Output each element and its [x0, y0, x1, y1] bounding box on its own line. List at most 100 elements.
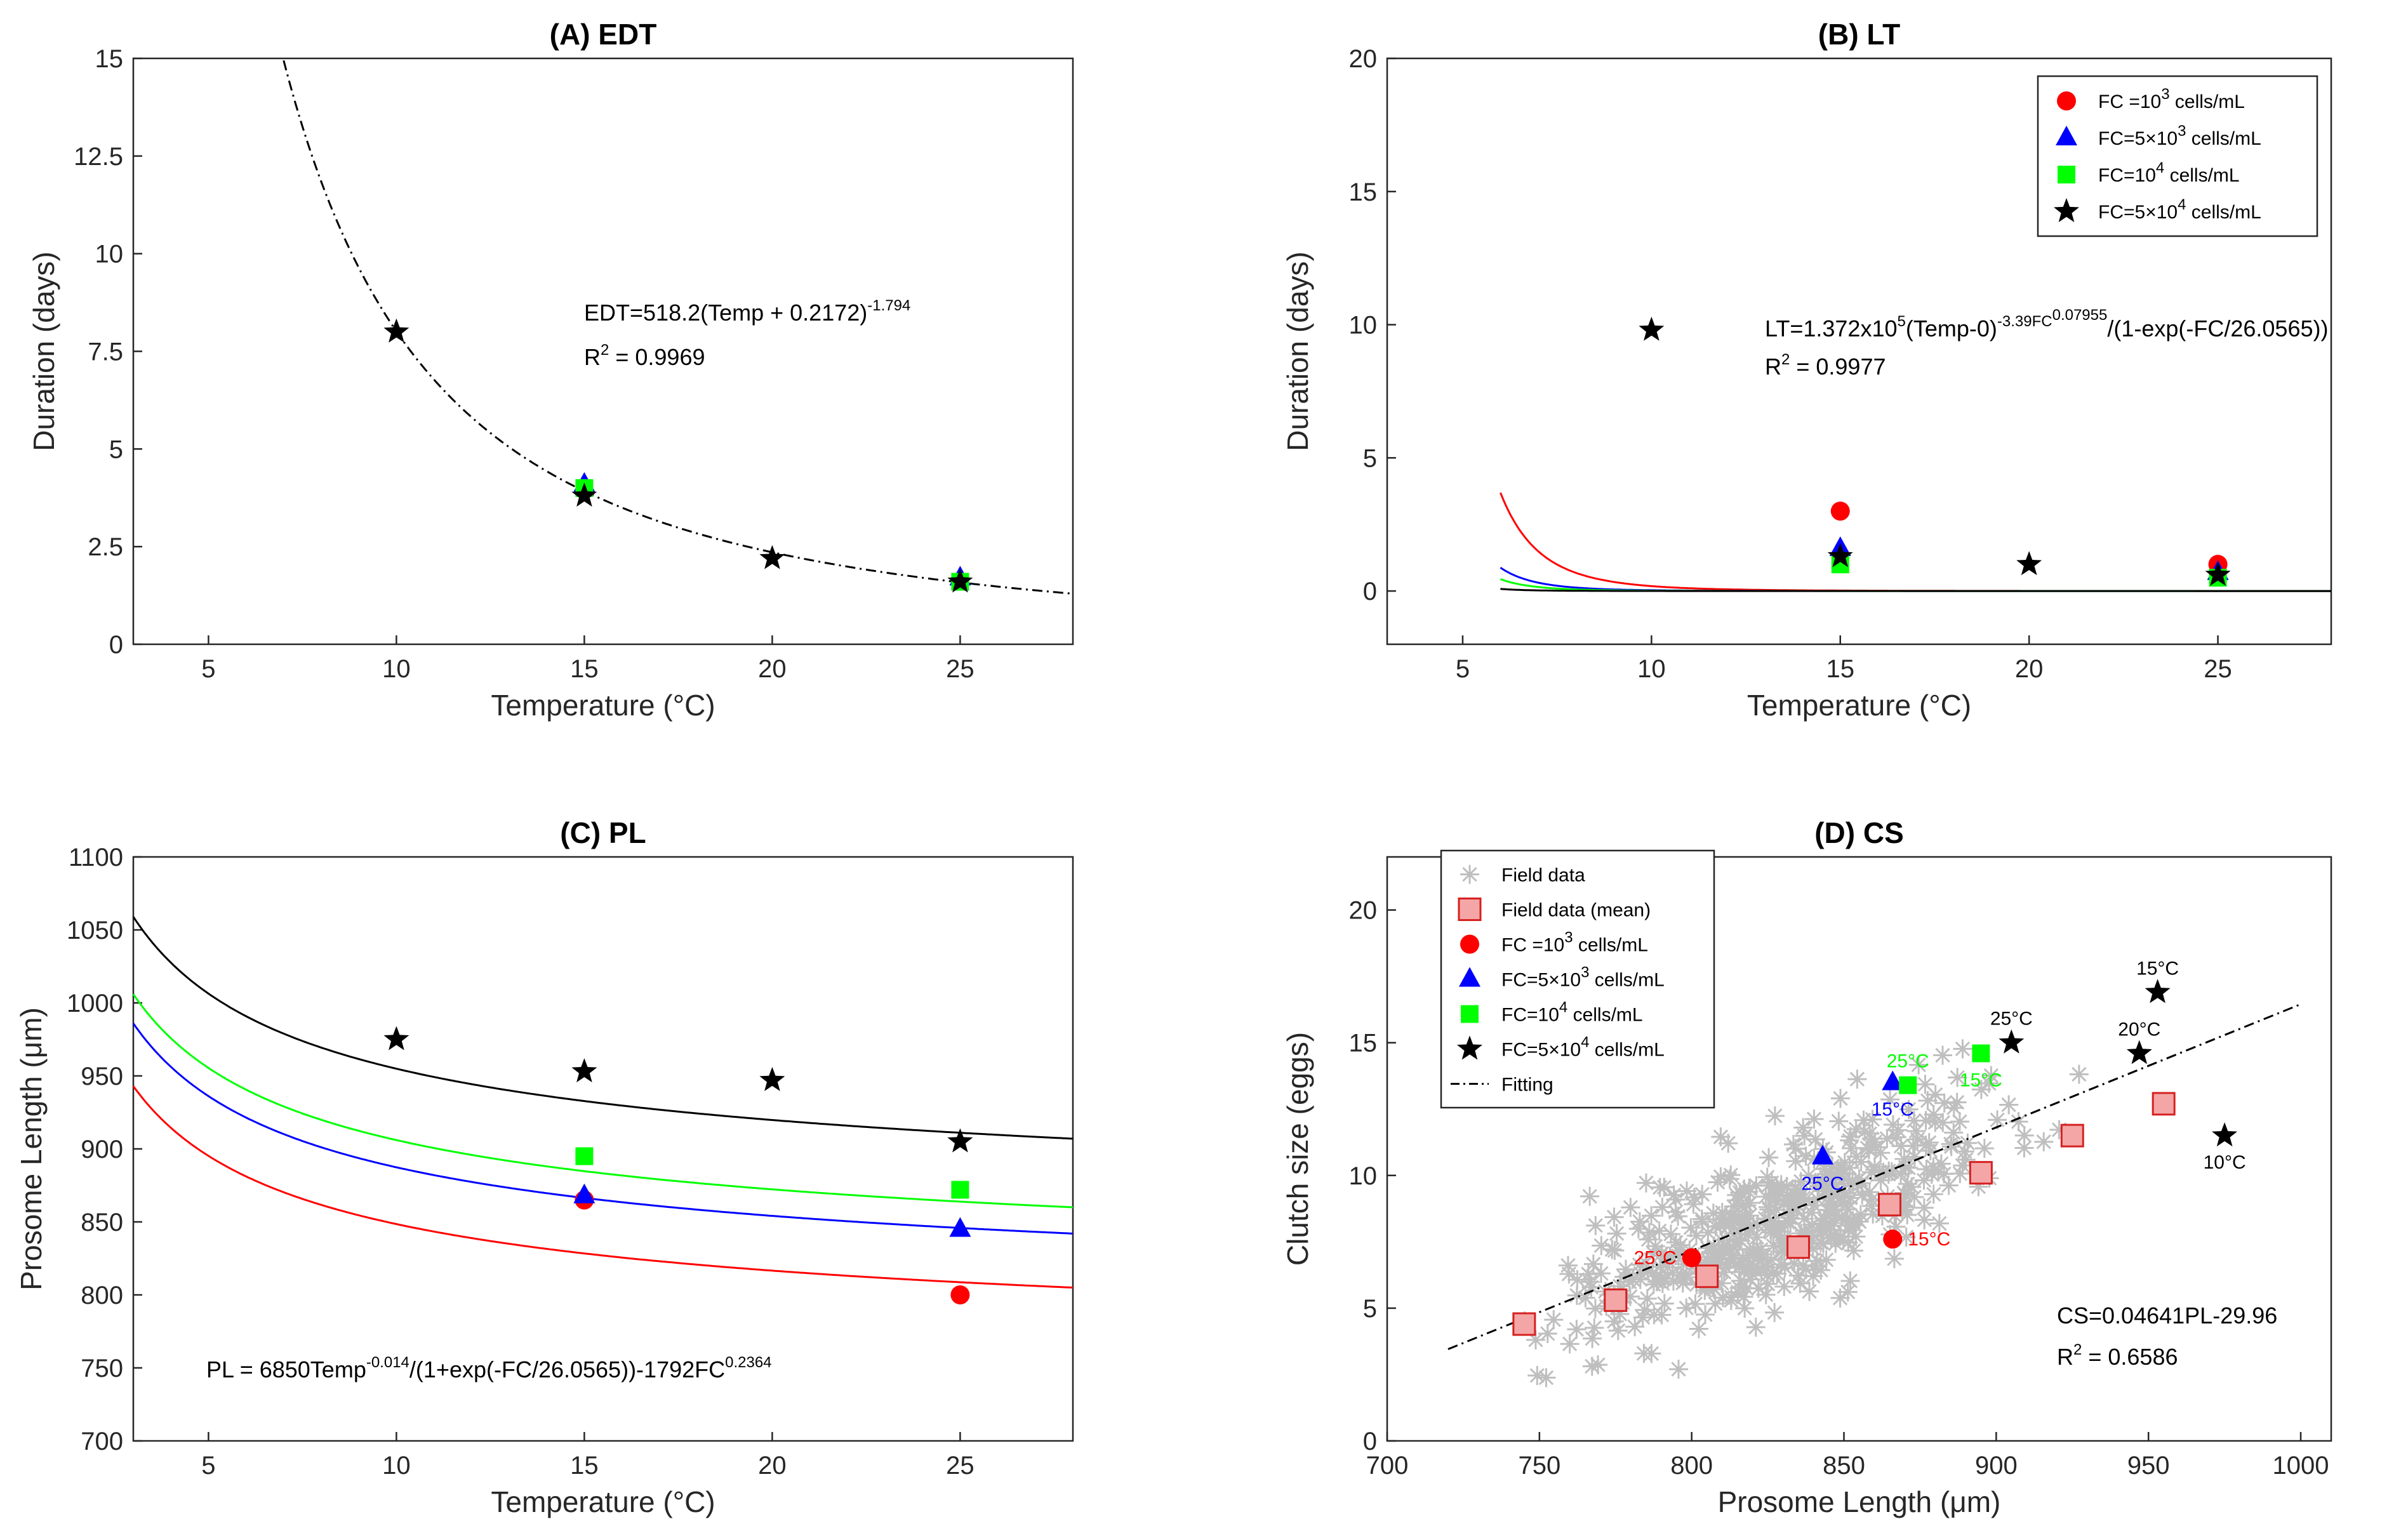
temperature-point-label: 15°C [1960, 1070, 2002, 1091]
temperature-point-label: 25°C [1887, 1051, 1929, 1072]
data-point-star [2145, 979, 2171, 1004]
field-data-point [1981, 1066, 2001, 1085]
field-data-point [1929, 1214, 1949, 1233]
legend-entry-label: FC=5×104 cells/mL [2098, 196, 2261, 223]
field-data-point [1904, 1111, 1924, 1130]
panel-C-axes: 5 10 15 20 25 700 750 800 850 900 950 1000 1050 1100 T… [15, 816, 1074, 1518]
field-data-point [1602, 1240, 1622, 1259]
field-data-point [2034, 1132, 2054, 1151]
temperature-point-label: 15°C [1908, 1229, 1950, 1250]
y-tick-label: 700 [81, 1428, 123, 1455]
pl-curve [132, 1085, 1074, 1289]
legend-entry-label: Fitting [1501, 1075, 1553, 1096]
x-tick-label: 900 [1975, 1452, 2018, 1480]
data-point-star [383, 318, 409, 343]
field-data-point [1735, 1299, 1755, 1318]
legend-entry-label: FC =103 cells/mL [2098, 86, 2245, 112]
field-data-point [1950, 1163, 1970, 1183]
field-data-point [1649, 1221, 1669, 1241]
field-data-point [1871, 1143, 1891, 1163]
panel-B-plot-area [1386, 57, 2332, 646]
data-point-triangle [949, 1217, 971, 1237]
series-star-markers [383, 1026, 973, 1153]
field-data-point [1821, 1188, 1840, 1208]
field-data-point [1586, 1216, 1606, 1235]
legend-entry-label: FC=104 cells/mL [1501, 999, 1643, 1026]
series-triangle-markers [573, 472, 971, 586]
field-data-point [1759, 1148, 1779, 1167]
legend-marker-square [2058, 166, 2075, 183]
cs-r-squared: R2 = 0.6586 [2057, 1341, 2178, 1370]
data-point-star [759, 545, 785, 569]
legend-entry-label: FC=5×103 cells/mL [2098, 123, 2261, 149]
data-point-star [1827, 543, 1853, 567]
field-data-point [1790, 1273, 1810, 1293]
field-data-point [1580, 1186, 1600, 1206]
y-tick-label: 5 [109, 435, 123, 463]
legend-box [1440, 849, 1715, 1109]
data-point-star [2016, 551, 2042, 576]
field-data-point [1880, 1090, 1900, 1110]
data-point-star [2126, 1040, 2152, 1064]
field-data-point [1926, 1113, 1945, 1132]
field-data-point [1621, 1198, 1640, 1217]
data-point-circle [1883, 1230, 1903, 1249]
data-point-star [2212, 1122, 2238, 1147]
field-data-point [1944, 1123, 1964, 1143]
field-data-point [1756, 1257, 1776, 1277]
series-circle-markers [575, 1190, 970, 1304]
field-data-point [1567, 1270, 1587, 1290]
field-data-point [1971, 1080, 1991, 1099]
data-point-star [947, 568, 973, 593]
field-data-point [1896, 1227, 1916, 1247]
field-data-point [1729, 1230, 1748, 1249]
series-square-markers: 25°C 15°C [1887, 1044, 2002, 1094]
field-data-point [1790, 1188, 1809, 1208]
field-data-point [1669, 1360, 1689, 1379]
field-data-point [1953, 1039, 1972, 1059]
x-tick-label: 10 [382, 655, 411, 683]
legend-entry-label: FC =103 cells/mL [1501, 929, 1648, 956]
y-tick-label: 1000 [67, 990, 123, 1018]
y-tick-label: 7.5 [88, 338, 123, 366]
x-tick-label: 5 [201, 1452, 215, 1480]
field-data-point [1924, 1157, 1943, 1177]
field-mean-point [1695, 1264, 1719, 1289]
x-tick-label: 700 [1366, 1452, 1409, 1480]
panel-B-axes: 5 10 15 20 25 0 5 10 15 20 Temperature (°C) Duratio… [1281, 18, 2332, 722]
field-data-point [1628, 1219, 1648, 1238]
legend-entry-label: FC=5×103 cells/mL [1501, 964, 1665, 991]
y-tick-label: 750 [81, 1355, 123, 1382]
legend-box [2037, 75, 2318, 237]
legend-marker-circle [1460, 934, 1479, 954]
panel-B-title: (B) LT [1818, 18, 1900, 51]
field-data-point [1642, 1206, 1661, 1226]
field-data-point [1607, 1224, 1626, 1243]
field-data-point [1796, 1146, 1816, 1166]
field-data-point [1673, 1273, 1693, 1293]
field-data-point [1637, 1289, 1657, 1308]
x-tick-label: 1000 [2273, 1452, 2329, 1480]
field-data-point [1721, 1205, 1741, 1224]
field-data-point [1883, 1115, 1903, 1134]
field-data-point [1687, 1226, 1706, 1245]
data-point-star [571, 482, 597, 507]
field-data-point [1605, 1241, 1625, 1261]
field-mean-markers [1512, 1092, 2176, 1336]
data-point-triangle [1811, 1144, 1833, 1165]
field-data-point [1591, 1264, 1611, 1283]
field-data-point [1774, 1276, 1794, 1296]
x-tick-label: 25 [2204, 655, 2232, 683]
panel-A-axes: 5 10 15 20 25 0 2.5 5 7.5 10 12.5 15 Temperature (°C… [27, 18, 1074, 722]
field-data-point [1668, 1207, 1688, 1226]
field-data-point [1811, 1233, 1830, 1252]
field-data-point [1747, 1228, 1767, 1247]
y-tick-label: 15 [1349, 1030, 1378, 1057]
field-data-point [1748, 1215, 1767, 1235]
field-mean-point [1512, 1312, 1536, 1336]
edt-equation: EDT=518.2(Temp + 0.2172)-1.794 [584, 297, 910, 326]
edt-fit-curve [283, 60, 1074, 595]
field-data-point [1536, 1368, 1556, 1388]
legend-entry-label: FC=104 cells/mL [2098, 159, 2240, 186]
